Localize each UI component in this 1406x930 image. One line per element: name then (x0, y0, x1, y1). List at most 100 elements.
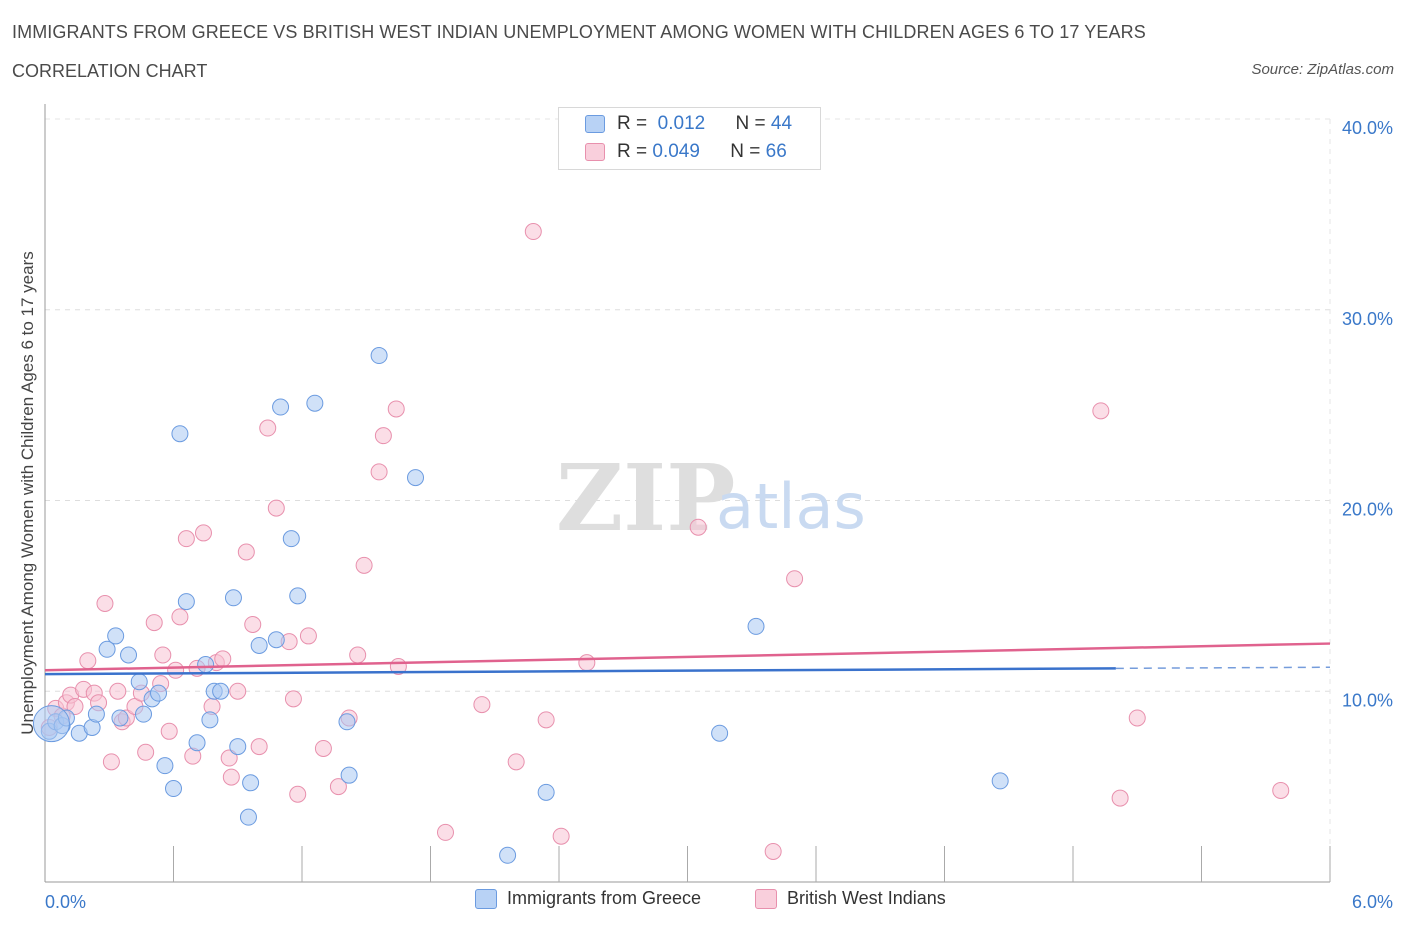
n-label: N = (730, 141, 761, 162)
data-point-bwi (786, 570, 804, 588)
chart-title: IMMIGRANTS FROM GREECE VS BRITISH WEST I… (12, 22, 1146, 42)
watermark-atlas: atlas (716, 470, 866, 543)
data-point-bwi (552, 827, 570, 845)
data-point-bwi (171, 608, 189, 626)
data-point-greece (177, 593, 195, 611)
y-tick-label: 40.0% (1342, 118, 1393, 138)
data-point-bwi (689, 518, 707, 536)
data-point-bwi (764, 842, 782, 860)
legend-row-greece: R = 0.012 N = 44 (585, 112, 792, 136)
data-point-bwi (1092, 402, 1110, 420)
data-point-greece (212, 682, 230, 700)
axes (44, 104, 1331, 883)
data-point-bwi (349, 646, 367, 664)
data-point-bwi (267, 499, 285, 517)
data-point-greece (107, 627, 125, 645)
data-point-bwi (537, 711, 555, 729)
data-point-greece (201, 711, 219, 729)
data-point-greece (156, 757, 174, 775)
data-point-bwi (314, 739, 332, 757)
data-point-bwi (250, 738, 268, 756)
x-tick-label: 0.0% (45, 892, 86, 912)
y-tick-label: 30.0% (1342, 309, 1393, 329)
data-point-bwi (96, 595, 114, 613)
data-point-greece (499, 846, 517, 864)
data-point-greece (130, 673, 148, 691)
r-label: R = (617, 113, 648, 134)
data-point-greece (165, 780, 182, 798)
data-point-greece (282, 530, 300, 548)
data-point-bwi (1111, 789, 1129, 807)
data-point-bwi (154, 646, 172, 664)
data-point-greece (188, 734, 206, 752)
legend-row-bwi: R = 0.049 N = 66 (585, 140, 787, 164)
data-point-bwi (507, 753, 525, 771)
data-point-bwi (374, 427, 392, 445)
data-point-bwi (244, 615, 262, 633)
trend-line-greece-extension (1115, 666, 1331, 670)
n-label: N = (735, 113, 766, 134)
data-point-greece (87, 705, 105, 723)
data-point-greece (272, 398, 290, 416)
data-point-bwi (214, 650, 232, 668)
data-point-greece (171, 425, 189, 443)
trend-line-greece (44, 667, 1116, 676)
data-point-bwi (329, 778, 347, 796)
data-point-greece (150, 684, 168, 702)
data-point-bwi (102, 753, 120, 771)
data-point-greece (306, 394, 324, 412)
data-point-greece (98, 640, 116, 658)
greece-swatch (585, 115, 605, 133)
watermark-zip: ZIP (556, 444, 735, 552)
data-point-greece (747, 617, 765, 635)
data-point-bwi (524, 223, 542, 241)
chart-subtitle: CORRELATION CHART (12, 61, 208, 81)
data-point-bwi (289, 785, 307, 803)
data-point-bwi (259, 419, 277, 437)
data-point-bwi (160, 722, 178, 740)
data-point-bwi (177, 530, 195, 548)
data-point-bwi (66, 698, 84, 716)
r-value: 0.049 (652, 141, 700, 162)
y-axis-label: Unemployment Among Women with Children A… (18, 251, 37, 735)
data-point-bwi (1128, 709, 1146, 727)
data-point-bwi (137, 743, 155, 761)
watermark: ZIP atlas (556, 444, 866, 552)
data-point-bwi (222, 768, 240, 786)
data-point-greece (711, 724, 729, 742)
bwi-swatch (585, 143, 605, 161)
data-point-bwi (436, 823, 454, 841)
data-point-greece (120, 646, 138, 664)
legend-label-greece: Immigrants from Greece (507, 888, 702, 908)
data-point-greece (340, 766, 358, 784)
stats-legend: R = 0.012 N = 44 R = 0.049 N = 66 (558, 107, 821, 170)
trend-line-bwi (44, 642, 1331, 672)
data-point-greece (537, 783, 555, 801)
source-credit: Source: ZipAtlas.com (1251, 61, 1394, 78)
data-point-bwi (237, 543, 255, 561)
data-point-greece (197, 656, 215, 674)
data-point-bwi (220, 749, 238, 767)
data-point-bwi (109, 682, 127, 700)
data-point-greece (991, 772, 1009, 790)
data-point-greece (338, 713, 356, 731)
legend-label-bwi: British West Indians (787, 888, 946, 908)
data-point-bwi (167, 661, 185, 679)
series-immigrants-from-greece (32, 347, 1009, 864)
data-point-greece (224, 589, 242, 607)
n-value: 66 (765, 141, 787, 162)
x-tick-label: 6.0% (1352, 892, 1393, 912)
data-point-bwi (145, 614, 163, 632)
data-point-greece (135, 705, 153, 723)
y-tick-label: 10.0% (1342, 690, 1393, 710)
data-point-bwi (387, 400, 405, 418)
data-point-greece (267, 631, 285, 649)
tick-labels: 10.0% 20.0% 30.0% 40.0% 0.0% 6.0% (45, 118, 1393, 912)
bwi-legend-swatch (755, 888, 777, 909)
data-point-bwi (1272, 781, 1290, 799)
legend-item-greece: Immigrants from Greece (475, 888, 701, 909)
n-value: 44 (770, 113, 793, 134)
data-point-greece (111, 709, 129, 727)
data-point-bwi (473, 696, 491, 714)
